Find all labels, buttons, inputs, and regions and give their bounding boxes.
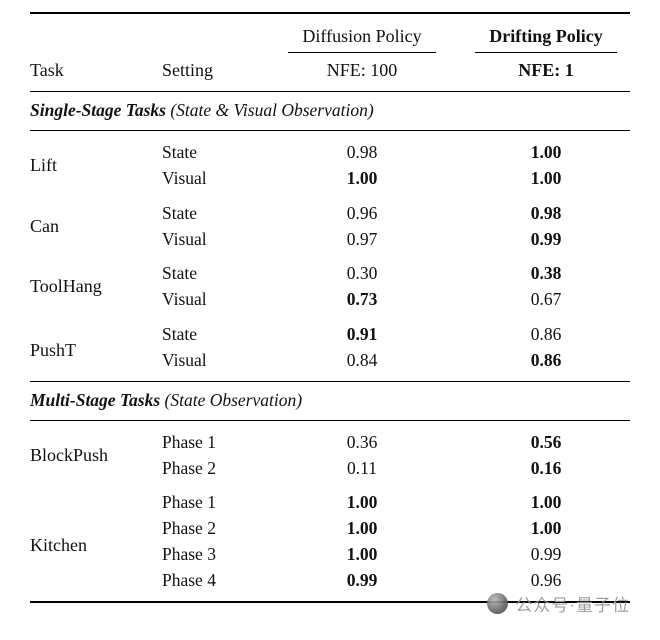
setting-cell: Phase 1 <box>162 431 216 452</box>
task-name-toolhang: ToolHang <box>30 276 102 296</box>
drifting-policy-label: Drifting Policy <box>475 26 617 53</box>
task-name-kitchen: Kitchen <box>30 534 87 555</box>
score-cell-diffusion: 0.96 <box>346 202 378 223</box>
score-cell-drifting: 0.56 <box>530 431 562 452</box>
qbitai-watermark: 公众号·量子位 <box>487 591 630 616</box>
score-cell-diffusion: 0.30 <box>346 263 378 283</box>
score-cell-diffusion: 0.73 <box>346 289 378 309</box>
table-row: Visual 0.73 0.67 <box>30 287 630 313</box>
setting-cell: Phase 2 <box>162 518 216 538</box>
policy-group-header-row: Diffusion Policy Drifting Policy <box>30 13 630 53</box>
score-cell-diffusion: 0.11 <box>347 457 377 478</box>
results-table: Diffusion Policy Drifting Policy Task Se… <box>30 12 630 603</box>
section-header-multi-stage: Multi-Stage Tasks (State Observation) <box>30 380 630 421</box>
column-header-setting: Setting <box>162 53 262 92</box>
table-row: Visual 0.97 0.99 <box>30 226 630 252</box>
section-title: Multi-Stage Tasks <box>30 389 161 410</box>
results-table-container: Diffusion Policy Drifting Policy Task Se… <box>30 12 630 603</box>
score-cell-diffusion: 1.00 <box>346 544 378 564</box>
table-row: PushT State 0.91 0.86 <box>30 313 630 361</box>
score-cell-drifting: 0.99 <box>530 544 562 564</box>
qbitai-logo-icon <box>487 593 509 614</box>
task-name-lift: Lift <box>30 155 57 175</box>
score-cell-diffusion: 0.98 <box>346 142 378 162</box>
setting-cell: Phase 3 <box>162 544 216 564</box>
setting-cell: Phase 1 <box>162 492 216 512</box>
setting-cell: Visual <box>162 349 207 370</box>
table-row: Phase 3 1.00 0.99 <box>30 542 630 568</box>
table-row: Phase 2 0.11 0.16 <box>30 455 630 481</box>
table-row: Visual 0.84 0.86 <box>30 347 630 381</box>
score-cell-drifting: 0.99 <box>530 228 562 249</box>
section-subtitle: (State Observation) <box>164 389 303 410</box>
setting-cell: Visual <box>162 228 207 249</box>
score-cell-drifting: 0.98 <box>530 202 562 223</box>
setting-cell: Visual <box>162 289 207 309</box>
table-row: BlockPush Phase 1 0.36 0.56 <box>30 420 630 465</box>
score-cell-drifting: 1.00 <box>530 518 562 538</box>
score-cell-drifting: 0.38 <box>530 263 562 283</box>
score-cell-diffusion: 1.00 <box>346 518 378 538</box>
score-cell-diffusion: 1.00 <box>346 168 378 188</box>
column-header-nfe-1: NFE: 1 <box>462 53 630 92</box>
setting-cell: Phase 2 <box>162 457 216 478</box>
score-cell-diffusion: 0.91 <box>346 323 378 344</box>
table-row: Can State 0.96 0.98 <box>30 192 630 236</box>
task-name-pusht: PushT <box>30 340 77 361</box>
score-cell-drifting: 1.00 <box>530 168 562 188</box>
table-row: Phase 2 1.00 1.00 <box>30 516 630 542</box>
task-name-can: Can <box>30 215 59 236</box>
score-cell-diffusion: 1.00 <box>346 492 378 512</box>
score-cell-drifting: 0.86 <box>530 349 562 370</box>
score-cell-drifting: 0.16 <box>530 457 562 478</box>
score-cell-drifting: 0.67 <box>530 289 562 309</box>
setting-cell: State <box>162 142 197 162</box>
task-name-blockpush: BlockPush <box>30 444 109 465</box>
table-row: ToolHang State 0.30 0.38 <box>30 252 630 296</box>
score-cell-drifting: 1.00 <box>530 142 562 162</box>
diffusion-policy-header-cell: Diffusion Policy <box>262 13 462 53</box>
watermark-text: 公众号·量子位 <box>515 596 630 615</box>
setting-cell: State <box>162 202 197 223</box>
table-row: Phase 4 0.99 0.96 <box>30 568 630 603</box>
score-cell-diffusion: 0.99 <box>346 570 378 590</box>
setting-cell: Phase 4 <box>162 570 216 590</box>
column-header-nfe-100: NFE: 100 <box>262 53 462 92</box>
setting-cell: State <box>162 263 197 283</box>
column-header-row: Task Setting NFE: 100 NFE: 1 <box>30 53 630 92</box>
score-cell-diffusion: 0.97 <box>346 228 378 249</box>
section-title: Single-Stage Tasks <box>30 100 166 120</box>
score-cell-diffusion: 0.84 <box>346 349 378 370</box>
table-row: Kitchen Phase 1 1.00 1.00 <box>30 481 630 555</box>
drifting-policy-header-cell: Drifting Policy <box>462 13 630 53</box>
score-cell-drifting: 0.96 <box>530 570 562 590</box>
table-row: Lift State 0.98 1.00 <box>30 131 630 175</box>
setting-cell: State <box>162 323 197 344</box>
score-cell-diffusion: 0.36 <box>346 431 378 452</box>
section-header-single-stage: Single-Stage Tasks (State & Visual Obser… <box>30 91 630 131</box>
section-subtitle: (State & Visual Observation) <box>170 100 374 120</box>
diffusion-policy-label: Diffusion Policy <box>288 26 436 53</box>
table-row: Visual 1.00 1.00 <box>30 166 630 192</box>
score-cell-drifting: 1.00 <box>530 492 562 512</box>
score-cell-drifting: 0.86 <box>530 323 562 344</box>
setting-cell: Visual <box>162 168 207 188</box>
column-header-task: Task <box>30 53 162 92</box>
